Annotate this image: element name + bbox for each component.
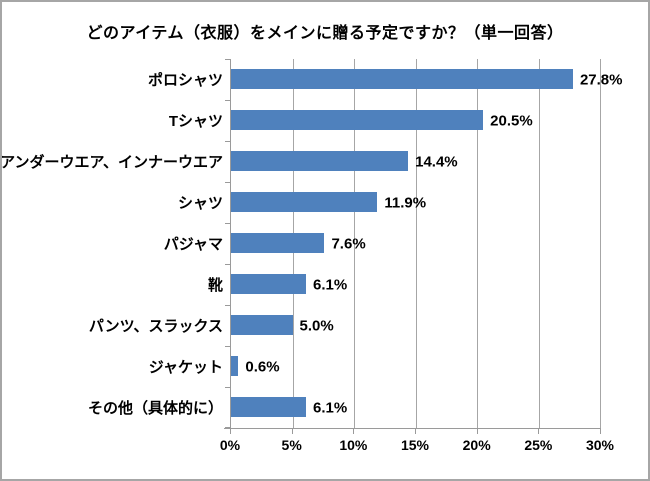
bar bbox=[231, 233, 325, 253]
category-label: ポロシャツ bbox=[147, 72, 223, 89]
x-axis-tick bbox=[600, 428, 601, 434]
category-label: 靴 bbox=[207, 277, 223, 294]
category-label: アンダーウエア、インナーウエア bbox=[0, 154, 223, 171]
gridline bbox=[538, 59, 540, 428]
category-label: ジャケット bbox=[148, 359, 223, 376]
y-axis-tick bbox=[225, 387, 231, 388]
plot-area: 27.8% 20.5% 14.4% 11.9% 7.6% 6.1% 5.0% 0.6% 6.1% bbox=[225, 59, 622, 428]
y-axis-tick bbox=[225, 305, 231, 306]
chart-title: どのアイテム（衣服）をメインに贈る予定ですか？（単一回答） bbox=[86, 25, 564, 42]
bar-row: 7.6% bbox=[231, 223, 600, 264]
y-axis-tick bbox=[225, 59, 231, 60]
category-label: その他（具体的に） bbox=[87, 400, 223, 417]
category-label: Tシャツ bbox=[168, 113, 223, 130]
bar-value-label: 6.1% bbox=[313, 399, 348, 416]
x-axis-tick-label: 15% bbox=[400, 437, 430, 453]
bar-row: 27.8% bbox=[231, 59, 622, 100]
x-axis: 0% 5% 10% 15% 20% 25% 30% bbox=[220, 428, 614, 468]
bar-row: 20.5% bbox=[231, 100, 600, 141]
gridline bbox=[477, 59, 478, 428]
bar bbox=[231, 192, 378, 212]
x-axis-tick bbox=[415, 428, 416, 434]
x-axis-tick bbox=[353, 428, 355, 434]
gridline bbox=[600, 59, 601, 428]
bar-value-label: 14.4% bbox=[415, 153, 458, 170]
chart-body: ポロシャツ Tシャツアンダーウエア、インナーウエアシャツパジャマ靴パンツ、スラック… bbox=[2, 59, 648, 428]
category-label: パジャマ bbox=[163, 236, 223, 253]
bar-value-label: 20.5% bbox=[490, 112, 533, 129]
x-axis-tick-label: 20% bbox=[462, 437, 491, 453]
bar-row: 6.1% bbox=[231, 387, 600, 428]
bar-value-label: 6.1% bbox=[313, 276, 348, 293]
bar-row: 14.4% bbox=[231, 141, 600, 182]
bar bbox=[231, 69, 573, 89]
x-axis-tick-label: 10% bbox=[339, 437, 368, 453]
bar-row: 11.9% bbox=[231, 182, 600, 223]
bar-row: 6.1% bbox=[231, 264, 600, 305]
bar-value-label: 0.6% bbox=[245, 358, 280, 375]
x-axis-tick bbox=[291, 428, 293, 434]
x-axis-tick-label: 25% bbox=[524, 437, 553, 453]
x-axis-tick bbox=[538, 428, 540, 434]
x-axis-tick-label: 0% bbox=[219, 437, 241, 453]
gridline bbox=[354, 59, 355, 428]
x-axis-tick-label: 5% bbox=[281, 437, 302, 453]
y-axis-tick bbox=[225, 264, 231, 265]
x-axis-tick bbox=[230, 428, 231, 434]
bar bbox=[231, 151, 409, 171]
category-label: パンツ、スラックス bbox=[88, 318, 223, 335]
bar bbox=[231, 397, 307, 417]
bar bbox=[231, 356, 239, 376]
y-axis-tick bbox=[225, 346, 231, 347]
y-axis-tick bbox=[225, 182, 231, 183]
bar-value-label: 27.8% bbox=[579, 71, 623, 88]
category-axis-labels: ポロシャツ Tシャツアンダーウエア、インナーウエアシャツパジャマ靴パンツ、スラック… bbox=[2, 59, 230, 428]
y-axis-tick bbox=[225, 100, 231, 101]
bar bbox=[231, 315, 293, 335]
bar-value-label: 7.6% bbox=[331, 235, 366, 252]
category-label: シャツ bbox=[177, 195, 223, 212]
x-axis-line bbox=[224, 428, 600, 429]
gridline bbox=[415, 59, 417, 428]
y-axis-tick bbox=[225, 141, 231, 142]
x-axis-tick bbox=[476, 428, 478, 434]
y-axis-tick bbox=[225, 427, 231, 428]
bar-row: 5.0% bbox=[231, 305, 600, 346]
bar-value-label: 5.0% bbox=[299, 317, 334, 334]
y-axis-tick bbox=[225, 223, 231, 224]
x-axis-tick-label: 30% bbox=[585, 437, 615, 453]
bar-value-label: 11.9% bbox=[384, 194, 427, 211]
bar bbox=[231, 110, 484, 130]
bar-row: 0.6% bbox=[231, 346, 600, 387]
bar bbox=[231, 274, 307, 294]
